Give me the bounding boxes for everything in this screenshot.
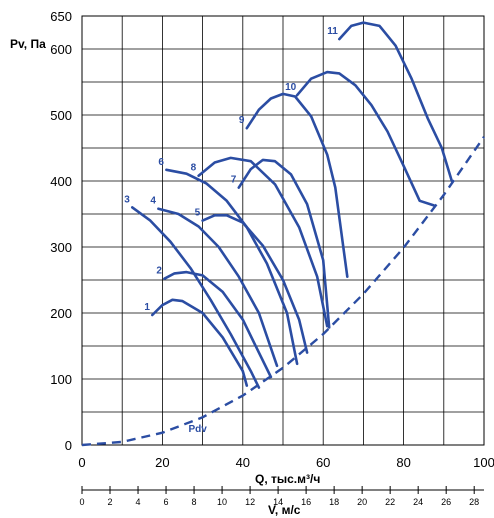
curve-label-9: 9: [239, 115, 245, 126]
curve-label-2: 2: [156, 266, 162, 277]
v-tick-label: 26: [441, 497, 451, 507]
fan-curve-2: [163, 270, 273, 379]
curve-label-7: 7: [231, 175, 237, 186]
v-tick-label: 20: [357, 497, 367, 507]
curve-label-8: 8: [191, 163, 197, 174]
fan-curve-9: [245, 92, 349, 278]
fan-curve-11: [338, 21, 454, 183]
y-tick-label: 100: [50, 372, 72, 387]
pdv-curve-group: [81, 136, 485, 447]
fan-curve-10: [295, 70, 436, 207]
x-axis-label: Q, тыс.м³/ч: [255, 472, 320, 486]
x-tick-label: 100: [473, 455, 494, 470]
v-tick-label: 22: [385, 497, 395, 507]
v-tick-label: 10: [217, 497, 227, 507]
x-tick-label: 0: [78, 455, 85, 470]
curve-label-6: 6: [158, 157, 164, 168]
pdv-curve: [81, 136, 485, 447]
plot-frame: [81, 15, 485, 446]
fan-curves: [131, 21, 454, 389]
fan-curve-5: [201, 214, 309, 354]
x-tick-label: 80: [396, 455, 410, 470]
v-tick-label: 12: [245, 497, 255, 507]
x2-axis-label: V, м/с: [268, 503, 301, 517]
y-tick-label: 650: [50, 9, 72, 24]
y-tick-label: 500: [50, 108, 72, 123]
v-tick-label: 8: [192, 497, 197, 507]
curve-label-5: 5: [195, 208, 201, 219]
v-tick-label: 6: [164, 497, 169, 507]
y-tick-label: 200: [50, 306, 72, 321]
y-axis-label: Pv, Па: [10, 37, 46, 51]
x-tick-label: 60: [316, 455, 330, 470]
fan-curve-3: [131, 206, 261, 389]
y-tick-label: 300: [50, 240, 72, 255]
fan-curve-7: [237, 158, 331, 329]
fan-curve-6: [165, 168, 299, 366]
v-tick-label: 2: [108, 497, 113, 507]
curve-labels: Pdv 1 2 3 4 5 6 7 8 9 10 11: [124, 26, 338, 435]
y-tick-label: 600: [50, 42, 72, 57]
v-tick-label: 28: [469, 497, 479, 507]
v-tick-label: 16: [301, 497, 311, 507]
fan-curve-4: [157, 207, 279, 368]
v-tick-label: 24: [413, 497, 423, 507]
curve-label-10: 10: [285, 82, 297, 93]
fan-curve-8: [197, 156, 329, 328]
y-tick-label: 400: [50, 174, 72, 189]
curve-label-3: 3: [124, 194, 130, 205]
fan-curve-1: [151, 298, 249, 387]
grid: [81, 15, 485, 446]
v-tick-label: 4: [136, 497, 141, 507]
curve-label-1: 1: [144, 302, 150, 313]
v-tick-label: 18: [329, 497, 339, 507]
v-tick-label: 14: [273, 497, 283, 507]
curve-label-4: 4: [150, 196, 156, 207]
pdv-label: Pdv: [189, 424, 208, 435]
x-tick-label: 20: [155, 455, 169, 470]
curve-label-11: 11: [327, 26, 338, 37]
y-tick-label: 0: [65, 438, 72, 453]
v-tick-label: 0: [79, 497, 84, 507]
x-tick-label: 40: [236, 455, 250, 470]
